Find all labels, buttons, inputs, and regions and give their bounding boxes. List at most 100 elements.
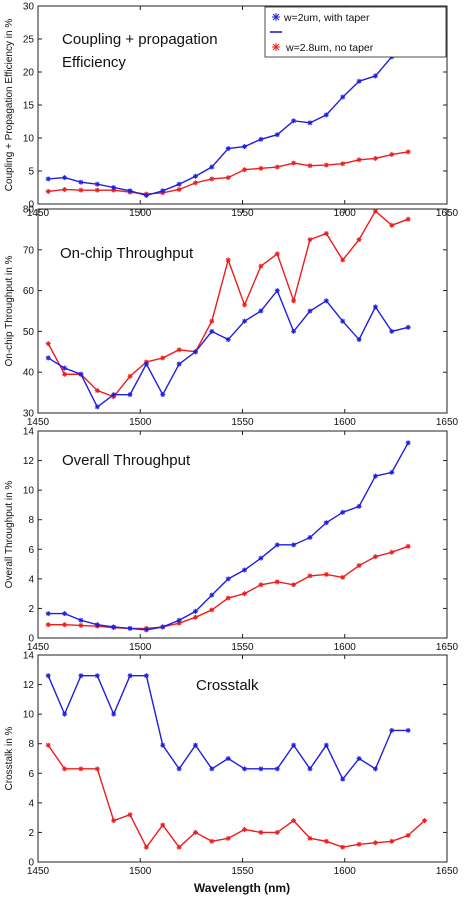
x-tick-label: 1500 xyxy=(129,642,152,653)
data-point-taper xyxy=(209,164,215,170)
data-point-taper xyxy=(176,766,182,772)
data-point-notaper xyxy=(225,257,231,263)
y-tick-label: 2 xyxy=(28,604,34,615)
data-point-taper xyxy=(160,624,166,630)
data-point-notaper xyxy=(307,573,313,579)
data-point-taper xyxy=(389,328,395,334)
data-point-notaper xyxy=(340,161,346,167)
data-point-taper xyxy=(62,711,68,717)
legend-box xyxy=(264,6,447,58)
data-point-notaper xyxy=(372,840,378,846)
x-tick-label: 1450 xyxy=(27,642,50,653)
data-point-taper xyxy=(160,188,166,194)
data-point-taper xyxy=(225,337,231,343)
y-tick-label: 10 xyxy=(23,710,35,721)
data-point-taper xyxy=(372,304,378,310)
data-point-notaper xyxy=(356,841,362,847)
data-point-notaper xyxy=(405,543,411,549)
data-point-notaper xyxy=(94,388,100,394)
data-point-taper xyxy=(389,469,395,475)
y-tick-label: 0 xyxy=(28,200,34,211)
y-tick-label: 10 xyxy=(23,134,35,145)
data-point-taper xyxy=(209,592,215,598)
legend-label-notaper: w=2.8um, no taper xyxy=(285,42,374,54)
chart-panel: 1450 1500 1550 1600 1650 0 2 4 6 8 10 12 14 Overall T… xyxy=(4,427,459,654)
data-point-notaper xyxy=(192,829,198,835)
data-point-taper xyxy=(192,608,198,614)
data-point-notaper xyxy=(372,208,378,214)
y-tick-label: 40 xyxy=(23,368,35,379)
data-point-notaper xyxy=(176,844,182,850)
chart-panel: 1450 1500 1550 1600 1650 0 2 4 6 8 10 12 14 Crosstalk… xyxy=(4,651,459,878)
data-point-taper xyxy=(225,576,231,582)
data-point-notaper xyxy=(291,818,297,824)
data-point-taper xyxy=(78,673,84,679)
data-point-notaper xyxy=(291,582,297,588)
data-point-taper xyxy=(45,176,51,182)
data-point-taper xyxy=(78,179,84,185)
data-point-notaper xyxy=(274,829,280,835)
data-point-notaper xyxy=(405,149,411,155)
x-tick-label: 1600 xyxy=(334,642,357,653)
data-point-taper xyxy=(274,766,280,772)
data-point-taper xyxy=(127,673,133,679)
data-point-notaper xyxy=(176,347,182,353)
data-point-taper xyxy=(323,520,329,526)
data-point-notaper xyxy=(127,812,133,818)
data-point-taper xyxy=(111,185,117,190)
data-point-notaper xyxy=(225,595,231,601)
data-point-taper xyxy=(160,392,166,398)
data-point-taper xyxy=(258,766,264,772)
data-point-notaper xyxy=(209,838,215,844)
data-point-taper xyxy=(192,742,198,748)
data-point-notaper xyxy=(307,163,313,169)
data-point-notaper xyxy=(242,302,248,308)
data-point-taper xyxy=(291,328,297,334)
data-point-taper xyxy=(274,288,280,294)
series-line-notaper xyxy=(48,151,409,195)
y-axis-label: Overall Throughput in % xyxy=(4,481,15,589)
data-point-taper xyxy=(372,73,378,79)
data-point-notaper xyxy=(258,582,264,588)
x-tick-label: 1550 xyxy=(231,417,254,428)
plot-frame xyxy=(37,208,448,414)
x-tick-label: 1500 xyxy=(129,866,152,877)
x-tick-label: 1600 xyxy=(334,417,357,428)
data-point-taper xyxy=(127,188,133,194)
x-tick-label: 1550 xyxy=(231,208,254,219)
data-point-notaper xyxy=(405,832,411,838)
data-point-taper xyxy=(94,181,100,187)
data-point-notaper xyxy=(323,230,329,236)
data-point-notaper xyxy=(45,188,51,194)
data-point-taper xyxy=(307,120,313,126)
data-point-notaper xyxy=(307,237,313,243)
data-point-notaper xyxy=(192,180,198,186)
data-point-taper xyxy=(209,766,215,772)
data-point-notaper xyxy=(62,371,68,377)
data-point-taper xyxy=(323,298,329,304)
data-point-notaper xyxy=(192,614,198,620)
legend-marker-taper xyxy=(272,13,280,21)
data-point-taper xyxy=(94,622,100,628)
data-point-notaper xyxy=(225,835,231,841)
data-point-notaper xyxy=(176,186,182,192)
y-tick-label: 8 xyxy=(28,515,34,526)
data-point-taper xyxy=(405,727,411,733)
y-tick-label: 30 xyxy=(23,409,35,420)
series-line-taper xyxy=(47,289,409,408)
data-point-taper xyxy=(291,118,297,124)
data-point-taper xyxy=(405,440,411,446)
data-point-taper xyxy=(242,766,248,772)
y-tick-label: 50 xyxy=(23,327,35,338)
data-point-notaper xyxy=(274,164,280,170)
data-point-taper xyxy=(258,308,264,314)
data-point-taper xyxy=(340,776,346,782)
x-tick-label: 1450 xyxy=(27,417,50,428)
data-point-taper xyxy=(176,361,182,367)
data-point-notaper xyxy=(274,251,280,257)
data-point-notaper xyxy=(340,574,346,580)
y-tick-label: 4 xyxy=(28,574,34,585)
data-point-taper xyxy=(258,136,264,142)
data-point-taper xyxy=(274,542,280,548)
data-point-notaper xyxy=(78,622,84,628)
